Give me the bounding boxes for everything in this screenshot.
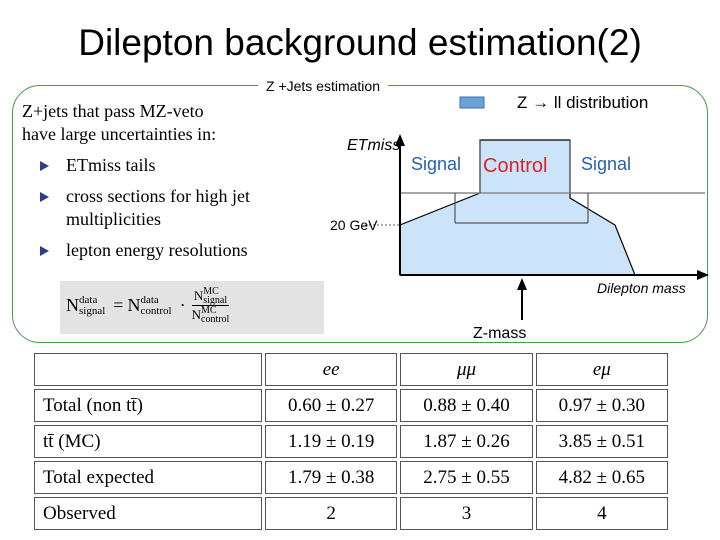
uncertainty-list: ETmiss tails cross sections for high jet…: [22, 154, 317, 262]
list-item: cross sections for high jet multipliciti…: [22, 185, 317, 231]
control-label: Control: [483, 155, 547, 177]
bullet-icon: [40, 161, 49, 171]
table-cell: 0.88 ± 0.40: [400, 389, 533, 422]
column-header: ee: [265, 353, 398, 386]
table-row: Total expected 1.79 ± 0.38 2.75 ± 0.55 4…: [34, 461, 668, 494]
table-corner: [34, 353, 262, 386]
legend-swatch: [459, 96, 485, 109]
threshold-label: 20 GeV: [330, 217, 378, 233]
x-axis-label: Dilepton mass: [597, 280, 686, 296]
table-row: Total (non tt̄) 0.60 ± 0.27 0.88 ± 0.40 …: [34, 389, 668, 422]
column-header: eμ: [535, 353, 668, 386]
table-row: tt̄ (MC) 1.19 ± 0.19 1.87 ± 0.26 3.85 ± …: [34, 425, 668, 458]
table-cell: 4: [535, 497, 668, 530]
uncertainty-text: Z+jets that pass MZ-veto have large unce…: [22, 100, 317, 270]
bullet-icon: [40, 192, 49, 202]
mc-ratio: N MC signal N MC control: [191, 286, 230, 325]
table-cell: 2: [265, 497, 398, 530]
legend-text: Z → ll distribution: [517, 93, 648, 112]
formula-box: N data signal = N data control · N MC si…: [60, 281, 324, 334]
row-label: Observed: [34, 497, 262, 530]
signal-right-label: Signal: [581, 154, 631, 174]
intro-line-2: have large uncertainties in:: [22, 124, 217, 144]
table-cell: 0.97 ± 0.30: [535, 389, 668, 422]
column-header: μμ: [400, 353, 533, 386]
list-item: ETmiss tails: [22, 154, 317, 177]
z-mass-label: Z-mass: [473, 325, 526, 340]
table-cell: 3.85 ± 0.51: [535, 425, 668, 458]
table-cell: 1.87 ± 0.26: [400, 425, 533, 458]
table-cell: 4.82 ± 0.65: [535, 461, 668, 494]
signal-left-label: Signal: [411, 154, 461, 174]
intro-text-1: Z+jets that pass MZ-veto: [22, 101, 204, 121]
table-cell: 0.60 ± 0.27: [265, 389, 398, 422]
x-axis-arrow-icon: [697, 270, 709, 280]
z-ll-distribution-diagram: Z → ll distribution ETmiss Signal Contro…: [330, 93, 709, 340]
list-item: lepton energy resolutions: [22, 239, 317, 262]
row-label: Total (non tt̄): [34, 389, 262, 422]
estimation-label: Z +Jets estimation: [258, 78, 388, 94]
background-table: ee μμ eμ Total (non tt̄) 0.60 ± 0.27 0.8…: [31, 350, 671, 538]
table-cell: 2.75 ± 0.55: [400, 461, 533, 494]
row-label: tt̄ (MC): [34, 425, 262, 458]
table-cell: 1.19 ± 0.19: [265, 425, 398, 458]
bullet-icon: [40, 246, 49, 256]
table-cell: 3: [400, 497, 533, 530]
intro-line-1: Z+jets that pass MZ-veto: [22, 100, 317, 123]
estimation-formula: N data signal = N data control · N MC si…: [66, 286, 230, 325]
z-mass-arrow-icon: [517, 278, 527, 290]
y-axis-label: ETmiss: [347, 137, 400, 154]
observed-row: Observed 2 3 4: [34, 497, 668, 530]
y-axis-arrow-icon: [395, 134, 405, 146]
row-label: Total expected: [34, 461, 262, 494]
table-header-row: ee μμ eμ: [34, 353, 668, 386]
table-cell: 1.79 ± 0.38: [265, 461, 398, 494]
slide-title: Dilepton background estimation(2): [78, 22, 642, 63]
